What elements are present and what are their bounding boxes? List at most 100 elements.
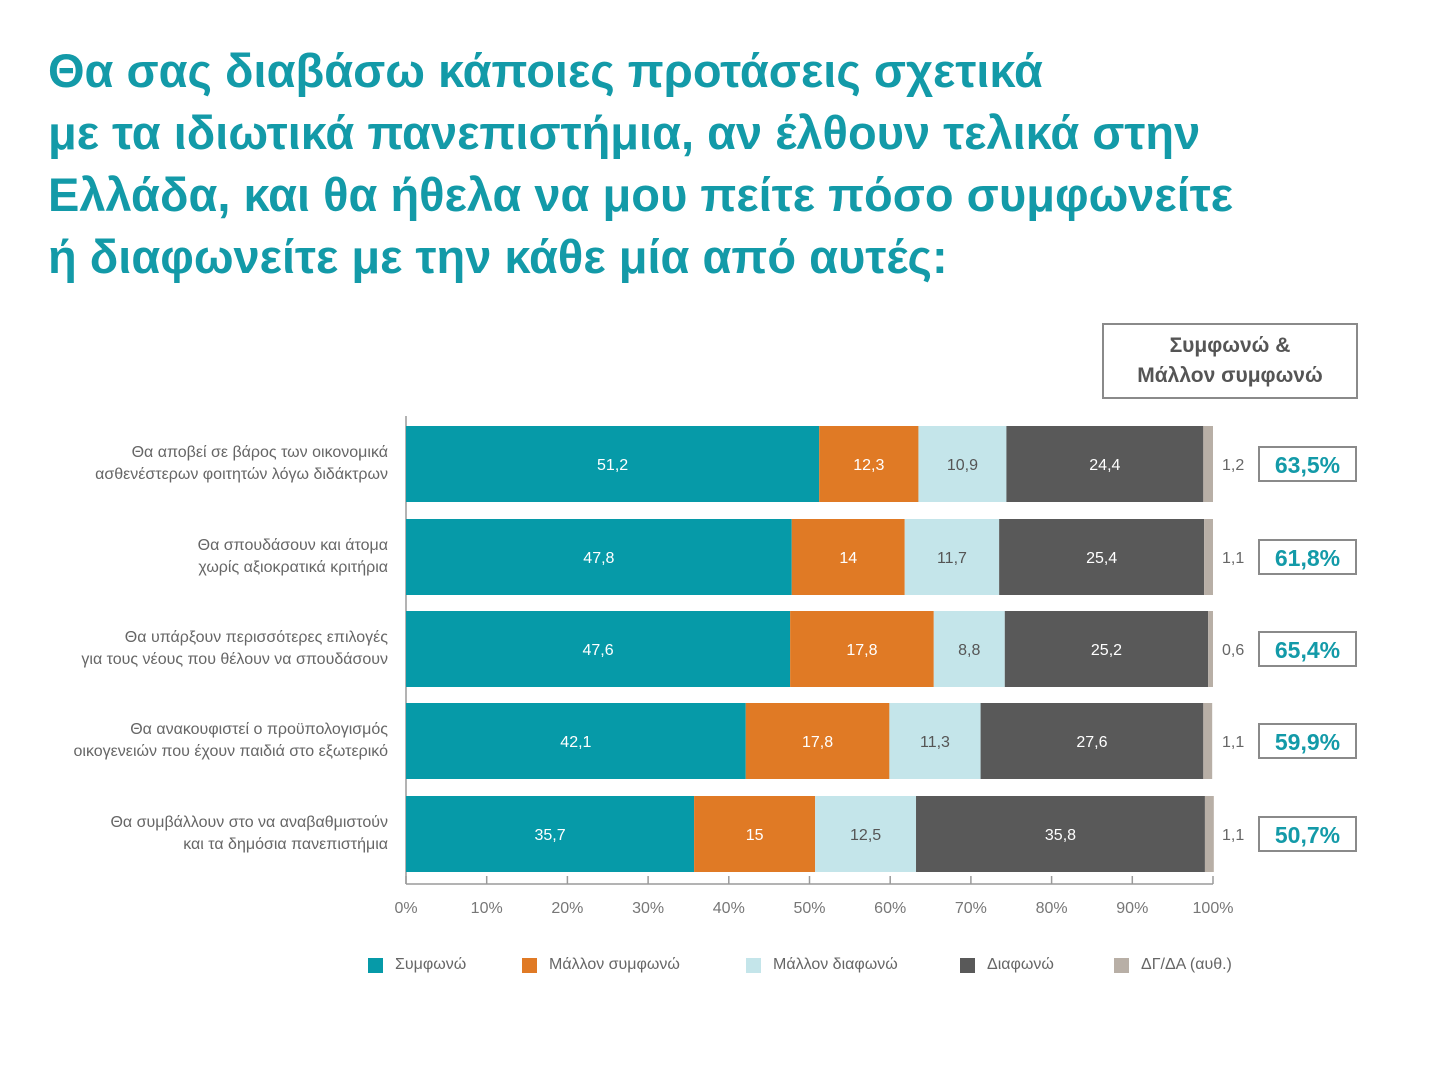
- data-label: 24,4: [1089, 457, 1120, 474]
- data-label: 15: [746, 827, 764, 844]
- legend-swatch: [368, 957, 383, 973]
- bar-segment: [815, 796, 917, 872]
- summary-value: 59,9%: [1275, 729, 1340, 755]
- data-label: 47,6: [582, 642, 613, 659]
- bar-segment: [980, 703, 1204, 779]
- data-label: 35,7: [534, 827, 565, 844]
- legend-item: ΔΓ/ΔΑ (αυθ.): [1114, 953, 1232, 977]
- x-tick-label: 80%: [1036, 900, 1068, 917]
- data-label: 8,8: [958, 642, 980, 659]
- x-tick-label: 30%: [632, 900, 664, 917]
- title-line: ή διαφωνείτε με την κάθε μία από αυτές:: [48, 230, 948, 283]
- bar-segment: [1203, 426, 1213, 502]
- legend-swatch: [1114, 957, 1129, 973]
- summary-box: [1258, 446, 1357, 482]
- data-label: 35,8: [1045, 827, 1076, 844]
- x-tick-label: 90%: [1116, 900, 1148, 917]
- title-line: Θα σας διαβάσω κάποιες προτάσεις σχετικά: [48, 44, 1043, 97]
- data-label: 25,2: [1091, 642, 1122, 659]
- data-label: 47,8: [583, 550, 614, 567]
- category-label: χωρίς αξιοκρατικά κριτήρια: [198, 559, 388, 576]
- legend-label: ΔΓ/ΔΑ (αυθ.): [1141, 956, 1232, 973]
- category-label: οικογενειών που έχουν παιδιά στο εξωτερι…: [74, 743, 389, 760]
- legend-item: Μάλλον διαφωνώ: [746, 953, 898, 977]
- bar-segment: [1204, 796, 1214, 872]
- bar-segment: [999, 519, 1205, 595]
- summary-box: [1258, 723, 1357, 759]
- bar-segment: [745, 703, 890, 779]
- bar-segment: [819, 426, 919, 502]
- bar-segment: [790, 611, 934, 687]
- page-title: Θα σας διαβάσω κάποιες προτάσεις σχετικά…: [48, 40, 1408, 288]
- category-label: Θα υπάρξουν περισσότερες επιλογές: [125, 629, 388, 646]
- bar-segment: [694, 796, 816, 872]
- dk-na-label: 1,1: [1222, 550, 1244, 567]
- category-label: για τους νέους που θέλουν να σπουδάσουν: [81, 651, 388, 668]
- x-tick-label: 50%: [793, 900, 825, 917]
- bar-segment: [406, 611, 791, 687]
- data-label: 25,4: [1086, 550, 1117, 567]
- category-label: Θα σπουδάσουν και άτομα: [198, 537, 388, 554]
- bar-segment: [406, 796, 695, 872]
- legend-label: Μάλλον διαφωνώ: [773, 956, 898, 973]
- summary-header-line: Μάλλον συμφωνώ: [1137, 364, 1323, 387]
- bar-segment: [904, 519, 1000, 595]
- legend-item: Διαφωνώ: [960, 953, 1054, 977]
- summary-header-line: Συμφωνώ &: [1169, 334, 1291, 357]
- bar-segment: [1006, 426, 1204, 502]
- x-tick-label: 20%: [551, 900, 583, 917]
- data-label: 17,8: [802, 734, 833, 751]
- bar-segment: [889, 703, 981, 779]
- dk-na-label: 0,6: [1222, 642, 1244, 659]
- x-tick-label: 10%: [471, 900, 503, 917]
- chart-legend: Συμφωνώ Μάλλον συμφωνώ Μάλλον διαφωνώ Διαφω…: [368, 953, 1318, 977]
- summary-value: 65,4%: [1275, 637, 1340, 663]
- bar-segment: [406, 703, 746, 779]
- x-tick-label: 40%: [713, 900, 745, 917]
- data-label: 11,7: [937, 550, 967, 567]
- bar-segment: [1208, 611, 1213, 687]
- legend-swatch: [746, 957, 761, 973]
- title-line: με τα ιδιωτικά πανεπιστήμια, αν έλθουν τ…: [48, 106, 1201, 159]
- bar-segment: [933, 611, 1005, 687]
- category-label: Θα αποβεί σε βάρος των οικονομικά: [132, 444, 388, 461]
- data-label: 42,1: [560, 734, 591, 751]
- bar-segment: [1004, 611, 1209, 687]
- legend-swatch: [960, 957, 975, 973]
- dk-na-label: 1,2: [1222, 457, 1244, 474]
- data-label: 12,3: [853, 457, 884, 474]
- data-label: 14: [839, 550, 857, 567]
- data-label: 12,5: [850, 827, 881, 844]
- summary-box: [1258, 816, 1357, 852]
- category-label: Θα ανακουφιστεί ο προϋπολογισμός: [130, 721, 388, 738]
- legend-swatch: [522, 957, 537, 973]
- data-label: 10,9: [947, 457, 978, 474]
- category-label: Θα συμβάλλουν στο να αναβαθμιστούν: [110, 814, 388, 831]
- legend-label: Συμφωνώ: [395, 956, 467, 973]
- bar-segment: [918, 426, 1007, 502]
- data-label: 51,2: [597, 457, 628, 474]
- dk-na-label: 1,1: [1222, 734, 1244, 751]
- data-label: 27,6: [1076, 734, 1107, 751]
- summary-value: 50,7%: [1275, 822, 1340, 848]
- bar-segment: [1203, 703, 1213, 779]
- bar-segment: [1204, 519, 1213, 595]
- bar-segment: [916, 796, 1205, 872]
- x-tick-label: 100%: [1193, 900, 1234, 917]
- summary-value: 61,8%: [1275, 545, 1340, 571]
- data-label: 11,3: [920, 734, 950, 751]
- data-label: 17,8: [846, 642, 877, 659]
- x-tick-label: 70%: [955, 900, 987, 917]
- bar-segment: [406, 519, 792, 595]
- legend-label: Διαφωνώ: [987, 956, 1054, 973]
- bar-segment: [406, 426, 820, 502]
- x-tick-label: 60%: [874, 900, 906, 917]
- category-label: ασθενέστερων φοιτητών λόγω διδάκτρων: [95, 466, 388, 483]
- summary-box: [1258, 539, 1357, 575]
- summary-box: [1258, 631, 1357, 667]
- category-label: και τα δημόσια πανεπιστήμια: [183, 836, 388, 853]
- summary-value: 63,5%: [1275, 452, 1340, 478]
- x-tick-label: 0%: [394, 900, 417, 917]
- dk-na-label: 1,1: [1222, 827, 1244, 844]
